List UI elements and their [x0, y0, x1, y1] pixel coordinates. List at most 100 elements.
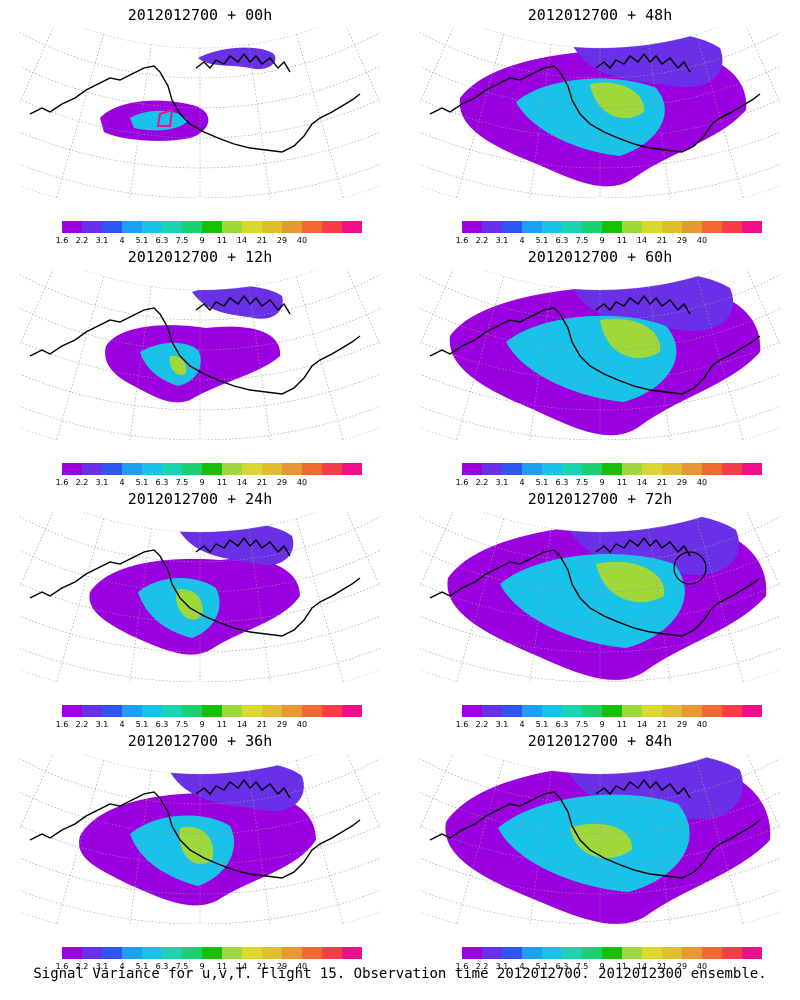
colorbar-tick-label: 7.5 [175, 720, 189, 729]
colorbar-swatch [642, 947, 662, 959]
variance-contour-mid [130, 815, 235, 886]
panel-title: 2012012700 + 12h [127, 248, 273, 266]
colorbar-swatch [462, 947, 482, 959]
longitude-line [696, 34, 744, 198]
colorbar [62, 705, 362, 717]
colorbar-tick-label: 14 [636, 236, 648, 245]
colorbar-swatch [482, 463, 502, 475]
graticule [20, 28, 380, 198]
colorbar-tick-label: 3.1 [95, 236, 109, 245]
colorbar-tick-label: 21 [656, 720, 668, 729]
colorbar [462, 221, 762, 233]
panel-title: 2012012700 + 84h [527, 732, 673, 750]
colorbar-tick-label: 5.1 [135, 478, 149, 487]
colorbar-swatch [542, 705, 562, 717]
latitude-line [20, 341, 380, 381]
latitude-line [420, 341, 780, 381]
colorbar-tick-label: 5.1 [135, 720, 149, 729]
colorbar-tick-label: 3.1 [95, 962, 109, 971]
colorbar-swatch [462, 221, 482, 233]
colorbar-swatch [462, 705, 482, 717]
colorbar-tick-label: 29 [276, 962, 288, 971]
latitude-line [420, 583, 780, 623]
colorbar-swatch [522, 705, 542, 717]
longitude-line [56, 34, 104, 198]
map-panel: 2012012700 + 48h 1.6 2.2 3.1 4 5.1 6.3 7.5 9 11 14… [400, 0, 800, 245]
colorbar-tick-label: 2.2 [75, 478, 89, 487]
colorbar-swatch [122, 463, 142, 475]
colorbar-tick-label: 21 [656, 962, 668, 971]
colorbar-swatch [162, 463, 182, 475]
colorbar-swatch [82, 463, 102, 475]
colorbar-swatch [282, 463, 302, 475]
colorbar-swatch [622, 463, 642, 475]
colorbar-labels: 1.6 2.2 3.1 4 5.1 6.3 7.5 9 11 14 21 29 40 [456, 962, 762, 974]
colorbar-swatch [262, 947, 282, 959]
colorbar-tick-label: 4 [519, 962, 525, 971]
longitude-line [129, 44, 152, 198]
colorbar-tick-label: 14 [236, 720, 248, 729]
colorbar-labels: 1.6 2.2 3.1 4 5.1 6.3 7.5 9 11 14 21 29 40 [456, 720, 762, 732]
colorbar-swatch [482, 947, 502, 959]
latitude-line [420, 825, 780, 865]
colorbar-swatch [222, 947, 242, 959]
colorbar-tick-label: 9 [199, 478, 205, 487]
colorbar-tick-label: 11 [616, 962, 628, 971]
colorbar-tick-label: 7.5 [575, 236, 589, 245]
colorbar-tick-label: 21 [256, 962, 268, 971]
colorbar-tick-label: 7.5 [175, 962, 189, 971]
longitude-line [696, 276, 744, 440]
colorbar-swatch [622, 221, 642, 233]
colorbar-tick-label: 7.5 [575, 478, 589, 487]
longitude-line [648, 770, 671, 924]
panel-title: 2012012700 + 00h [127, 6, 273, 24]
colorbar-tick-label: 2.2 [75, 236, 89, 245]
coastline-arctic-islands [595, 536, 691, 557]
colorbar [62, 463, 362, 475]
colorbar-tick-label: 5.1 [135, 962, 149, 971]
colorbar-swatch [562, 221, 582, 233]
colorbar-tick-label: 6.3 [155, 720, 169, 729]
colorbar-swatch [662, 947, 682, 959]
longitude-line [746, 512, 780, 588]
longitude-line [248, 528, 271, 682]
colorbar-swatch [682, 947, 702, 959]
colorbar-swatch [322, 947, 342, 959]
colorbar-tick-label: 9 [199, 962, 205, 971]
longitude-line [746, 28, 780, 104]
colorbar-swatch [182, 947, 202, 959]
latitude-line [20, 274, 380, 321]
colorbar-tick-label: 2.2 [75, 720, 89, 729]
colorbar-labels: 1.6 2.2 3.1 4 5.1 6.3 7.5 9 11 14 21 29 40 [56, 962, 362, 974]
longitude-line [248, 286, 271, 440]
longitude-line [346, 270, 380, 346]
colorbar-swatch [302, 463, 322, 475]
coastline [29, 536, 361, 637]
longitude-line [248, 44, 271, 198]
colorbar-swatch [222, 463, 242, 475]
colorbar-swatch [502, 221, 522, 233]
colorbar-swatch [742, 947, 762, 959]
field-layer [449, 270, 761, 436]
colorbar-swatch [742, 705, 762, 717]
figure-caption: Signal Variance for u,v,T. Flight 15. Ob… [33, 966, 767, 982]
longitude-line [648, 44, 671, 198]
colorbar-swatch [682, 463, 702, 475]
variance-contour-arctic [180, 522, 294, 566]
colorbar-tick-label: 29 [276, 478, 288, 487]
colorbar-swatch [62, 463, 82, 475]
coastline [29, 52, 361, 153]
coastline-continent [29, 65, 361, 153]
colorbar-tick-label: 29 [676, 720, 688, 729]
colorbar-swatch [742, 221, 762, 233]
longitude-line [346, 28, 380, 104]
colorbar-labels: 1.6 2.2 3.1 4 5.1 6.3 7.5 9 11 14 21 29 40 [456, 478, 762, 490]
colorbar [62, 221, 362, 233]
coastline [429, 778, 761, 879]
graticule [20, 270, 380, 440]
colorbar-swatch [82, 947, 102, 959]
coastline-continent [429, 65, 761, 153]
latitude-line [420, 32, 780, 79]
panel-title: 2012012700 + 72h [527, 490, 673, 508]
colorbar-swatch [142, 221, 162, 233]
